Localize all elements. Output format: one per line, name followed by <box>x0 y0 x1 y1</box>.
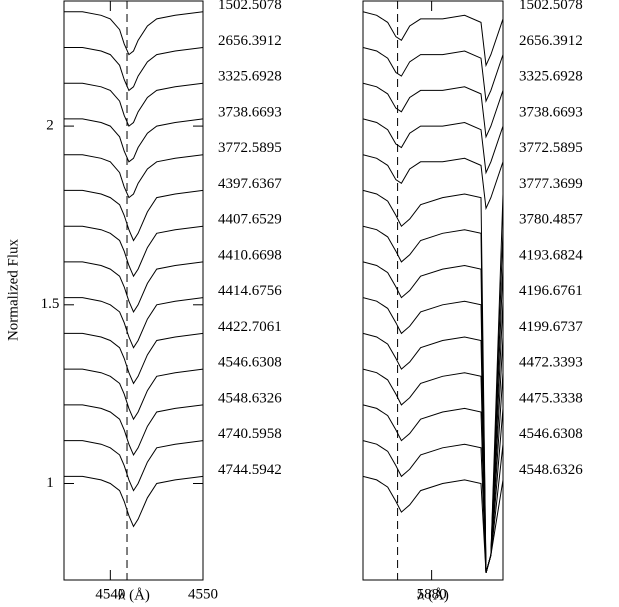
spectrum <box>363 475 503 574</box>
plot-area <box>363 1 503 580</box>
x-tick-label: 4550 <box>188 586 218 602</box>
y-tick-label: 2 <box>46 118 54 134</box>
spectrum <box>64 225 203 278</box>
spectrum <box>363 404 503 574</box>
x-axis-label: λ (Å) <box>118 587 150 603</box>
spectrum <box>64 475 203 528</box>
spectrum-label: 3780.4857 <box>519 212 583 228</box>
spectrum-label: 4475.3338 <box>519 390 583 406</box>
spectrum <box>64 440 203 492</box>
spectrum-label: 4548.6326 <box>519 462 583 478</box>
plot-frame <box>362 0 504 581</box>
plot-frame <box>63 0 204 581</box>
spectrum-label: 4546.6308 <box>519 426 583 442</box>
spectrum <box>64 118 203 163</box>
spectrum-label: 4199.6737 <box>519 319 583 335</box>
y-tick-label: 1 <box>46 475 54 491</box>
spectrum-label: 4397.6367 <box>218 176 282 192</box>
spectrum <box>363 11 503 68</box>
spectrum-label: 3772.5895 <box>519 140 583 156</box>
spectrum-label: 4414.6756 <box>218 283 282 299</box>
spectrum-label: 3777.3699 <box>519 176 583 192</box>
spectrum-label: 3772.5895 <box>218 140 282 156</box>
spectrum-label: 1502.5078 <box>218 0 282 13</box>
spectrum-label: 4410.6698 <box>218 247 282 263</box>
spectrum <box>363 154 503 211</box>
spectrum <box>64 47 203 92</box>
spectrum <box>64 368 203 421</box>
spectrum-label: 4472.3393 <box>519 355 583 371</box>
spectrum-label: 4740.5958 <box>218 426 282 442</box>
spectrum-label: 3325.6928 <box>519 69 583 85</box>
spectrum-label: 3738.6693 <box>519 104 583 120</box>
x-axis-label: λ (Å) <box>417 587 449 603</box>
spectrum-label: 3738.6693 <box>218 104 282 120</box>
spectrum <box>64 189 203 242</box>
spectrum <box>64 297 203 349</box>
spectrum <box>64 11 203 56</box>
spectrum-label: 4548.6326 <box>218 390 282 406</box>
spectrum-label: 4744.5942 <box>218 462 282 478</box>
spectrum <box>363 47 503 103</box>
spectrum-label: 4546.6308 <box>218 355 282 371</box>
spectrum-label: 4407.6529 <box>218 212 282 228</box>
spectrum-label: 3325.6928 <box>218 69 282 85</box>
y-tick-label: 1.5 <box>41 296 60 312</box>
spectrum-label: 2656.3912 <box>519 33 583 49</box>
spectrum <box>363 82 503 139</box>
x-tick-label: 5880 <box>417 586 447 602</box>
spectrum-label: 2656.3912 <box>218 33 282 49</box>
spectrum <box>64 82 203 127</box>
spectrum <box>64 261 203 313</box>
spectrum <box>64 332 203 385</box>
spectrum-label: 4422.7061 <box>218 319 282 335</box>
spectrum <box>64 154 203 199</box>
spectrum-label: 4196.6761 <box>519 283 583 299</box>
spectrum <box>64 404 203 456</box>
spectrum <box>363 118 503 175</box>
y-axis-label: Normalized Flux <box>5 238 21 341</box>
plot-area <box>64 1 203 580</box>
spectrum-label: 4193.6824 <box>519 247 583 263</box>
spectrum-label: 1502.5078 <box>519 0 583 13</box>
x-tick-label: 4540 <box>95 586 125 602</box>
